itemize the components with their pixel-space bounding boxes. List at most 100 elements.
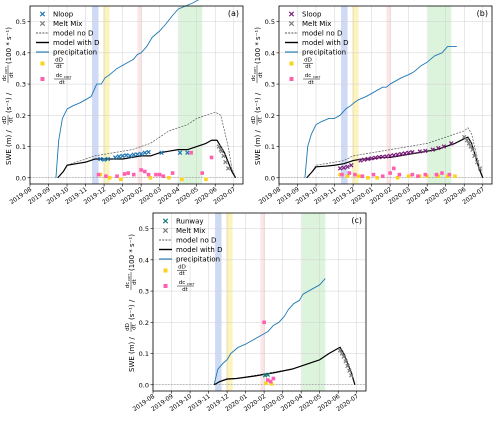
svg-text:(100 * s⁻¹): (100 * s⁻¹) [128,234,136,271]
legend-melt-mix-label: Melt Mix [302,20,331,28]
point-dc-corr-dt [360,174,365,178]
point-dc-corr-dt [440,171,444,175]
legend-sloop-label: Sloop [302,11,322,19]
shaded-band [215,213,222,391]
point-dc-corr-dt [170,171,175,175]
svg-text:SWE (m) /: SWE (m) / [254,129,262,165]
point-dc-corr-dt [266,378,270,382]
svg-text:dc: dc [305,73,312,79]
point-sloop [373,155,378,160]
y-tick-label: 0.0 [139,381,149,389]
shaded-band [386,6,392,184]
point-melt-mix [337,348,343,353]
point-dd-dt [264,381,268,385]
point-sloop [449,141,454,146]
point-dc-corr-dt [434,172,439,177]
svg-text:(s⁻¹) /: (s⁻¹) / [5,92,13,113]
point-sloop [349,163,354,168]
legend-dd-dt-swatch [40,61,45,66]
shaded-band [179,6,203,184]
point-dc-corr-dt [96,172,101,177]
svg-text:dD: dD [125,323,131,331]
point-sloop [380,154,385,160]
svg-text:(100 * s⁻¹): (100 * s⁻¹) [254,27,262,64]
point-nloop [127,153,133,159]
y-tick-label: 0.5 [265,18,275,26]
point-dc-corr-dt [146,172,151,177]
svg-text:(100 * s⁻¹): (100 * s⁻¹) [5,27,13,64]
svg-text:(s⁻¹) /: (s⁻¹) / [254,92,262,113]
y-tick-label: 0.3 [139,288,149,296]
point-melt-mix [223,159,228,165]
point-sloop [430,147,435,152]
point-melt-mix [468,144,473,149]
axes-frame [29,5,244,185]
point-melt-mix [339,351,345,356]
shaded-band [137,6,143,184]
legend-dc-corr-dt-swatch [163,284,168,288]
series-precipitation [213,278,326,385]
point-dd-dt [366,175,370,180]
point-dd-dt [98,172,103,177]
legend-dc-corr-dt-swatch [289,77,294,81]
point-melt-mix [219,148,224,154]
point-sloop [436,145,441,151]
series-precipitation [304,46,457,178]
point-melt-mix [347,368,352,373]
legend-melt-mix-label: Melt Mix [53,20,82,28]
point-melt-mix [216,144,222,149]
point-sloop [369,156,374,161]
point-dd-dt [338,172,342,177]
point-sloop [365,156,371,162]
point-dc-corr-dt [388,171,392,175]
legend-nloop-swatch [39,11,46,17]
point-dc-corr-dt [410,172,415,177]
svg-text:dD: dD [55,58,63,64]
point-melt-mix [464,138,470,143]
point-nloop [112,155,118,160]
svg-text:dD: dD [304,58,312,64]
point-dd-dt [345,174,350,178]
y-tick-label: 0.2 [139,319,149,327]
legend-dd-dt-swatch [289,61,294,66]
y-tick-label: 0.5 [139,225,149,233]
point-dd-dt [406,174,411,178]
point-nloop [185,150,190,155]
panel-label: (c) [351,216,362,225]
svg-text:dc: dc [56,73,63,79]
point-dc-corr-dt [104,174,108,178]
point-dc-corr-dt [115,174,119,178]
point-dc-corr-dt [423,172,428,177]
point-dd-dt [425,174,429,178]
panel-label: (b) [477,9,488,18]
legend-nloop-label: Nloop [53,11,74,19]
point-dc-corr-dt [447,172,452,177]
point-dc-corr-dt [271,376,276,381]
plot-area [153,213,366,391]
point-melt-mix [348,373,354,378]
svg-text:dt: dt [132,323,138,329]
point-dd-dt [180,177,184,182]
point-melt-mix [472,153,477,159]
point-dc-corr-dt [131,172,136,177]
legend-melt-mix-label: Melt Mix [176,227,205,235]
legend-melt-mix-swatch [288,20,295,27]
shaded-band [260,213,266,391]
point-dd-dt [436,174,441,178]
point-sloop [406,150,411,155]
point-sloop [376,154,382,160]
point-nloop [142,150,148,155]
point-sloop [341,165,347,170]
legend-precipitation-label: precipitation [176,256,220,264]
svg-text:dt: dt [258,116,264,122]
point-dc-corr-dt [161,174,166,178]
point-dd-dt [453,174,457,178]
